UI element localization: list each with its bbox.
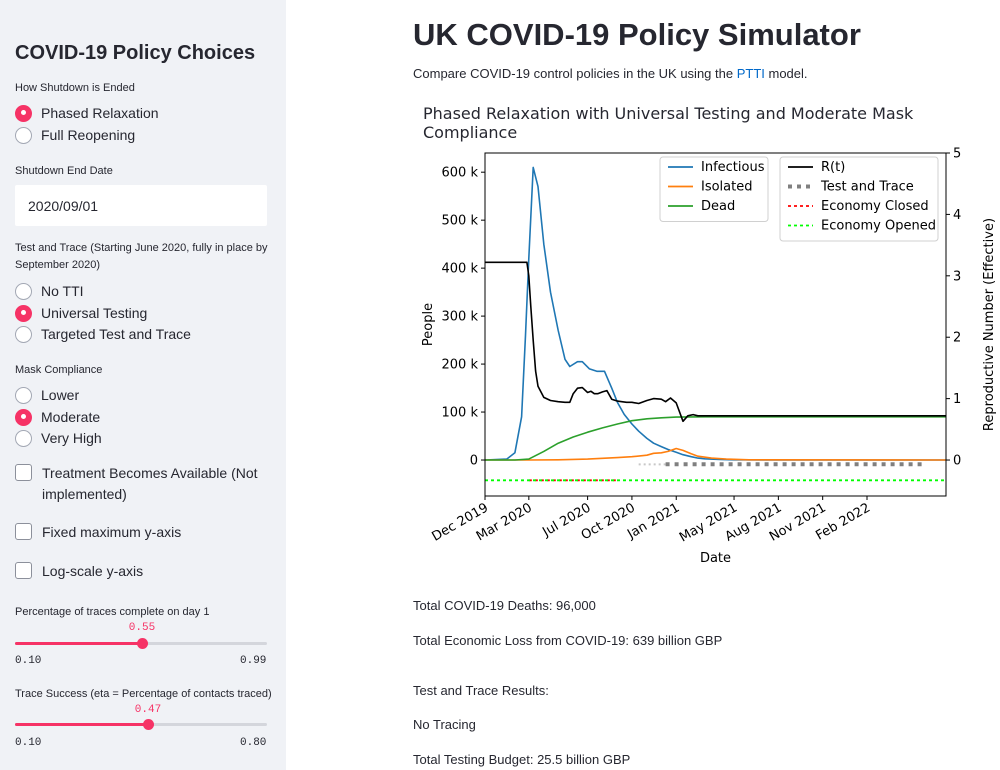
checkbox-fixed-y-axis[interactable]: Fixed maximum y-axis <box>15 522 181 543</box>
slider-trace-success-max: 0.80 <box>240 737 267 749</box>
y-tick-label: 0 <box>470 454 478 469</box>
shutdown-label: How Shutdown is Ended <box>15 82 135 94</box>
sidebar: COVID-19 Policy Choices How Shutdown is … <box>0 0 286 770</box>
economic-loss: Total Economic Loss from COVID-19: 639 b… <box>413 633 723 648</box>
radio-universal-testing[interactable]: Universal Testing <box>15 303 147 323</box>
radio-label: Very High <box>41 430 102 446</box>
ptti-link[interactable]: PTTI <box>736 66 765 81</box>
tracing-result: No Tracing <box>413 717 476 732</box>
slider-traces[interactable] <box>15 636 267 650</box>
tti-label: Test and Trace (Starting June 2020, full… <box>15 242 268 271</box>
radio-label: Moderate <box>41 409 101 425</box>
radio-mask-very-high[interactable]: Very High <box>15 428 102 448</box>
slider-trace-success-min: 0.10 <box>15 737 42 749</box>
y2-tick-label: 5 <box>953 147 961 162</box>
chart-legend: Infectious Isolated Dead R(t) Test and Trace… <box>659 156 939 242</box>
checkbox-label: Fixed maximum y-axis <box>42 524 182 540</box>
slider-traces-label: Percentage of traces complete on day 1 <box>15 606 210 618</box>
slider-trace-success-value: 0.47 <box>134 704 162 716</box>
legend-label: Economy Opened <box>821 219 936 234</box>
checkbox-treatment[interactable]: Treatment Becomes Available (Not impleme… <box>15 463 270 505</box>
intro-text: Compare COVID-19 control policies in the… <box>413 66 808 81</box>
radio-dot <box>15 126 32 144</box>
series-line-isolated <box>485 447 947 461</box>
page-title: UK COVID-19 Policy Simulator <box>413 17 861 52</box>
y-tick-label: 100 k <box>442 406 479 421</box>
slider-trace-success-label: Trace Success (eta = Percentage of conta… <box>15 688 272 700</box>
radio-dot-selected <box>15 408 32 426</box>
legend-box-right <box>779 156 939 242</box>
y2-tick-label: 2 <box>953 331 961 346</box>
legend-label: Infectious <box>701 160 765 175</box>
radio-mask-moderate[interactable]: Moderate <box>15 407 100 427</box>
slider-thumb[interactable] <box>136 638 148 649</box>
radio-full-reopening[interactable]: Full Reopening <box>15 125 135 145</box>
slider-fill <box>15 723 148 726</box>
checkbox-box <box>15 464 32 481</box>
y2-tick-label: 1 <box>953 392 961 407</box>
y2-tick-label: 4 <box>953 208 961 223</box>
end-date-input[interactable] <box>15 185 267 226</box>
legend-label: Test and Trace <box>820 180 914 195</box>
radio-dot-selected <box>15 304 32 322</box>
y-tick-label: 400 k <box>442 262 479 277</box>
y-tick-label: 200 k <box>442 358 479 373</box>
slider-trace-success[interactable] <box>15 717 267 731</box>
checkbox-log-scale[interactable]: Log-scale y-axis <box>15 561 143 582</box>
checkbox-box <box>15 523 32 540</box>
series-line-r-t- <box>485 261 946 423</box>
radio-label: Universal Testing <box>41 305 148 321</box>
checkbox-box <box>15 562 32 579</box>
y-axis-label: People <box>421 303 436 346</box>
slider-traces-value: 0.55 <box>128 622 156 634</box>
radio-dot <box>15 282 32 300</box>
y2-tick-label: 3 <box>953 269 961 284</box>
radio-label: Full Reopening <box>41 127 136 143</box>
radio-no-tti[interactable]: No TTI <box>15 281 84 301</box>
y2-axis-label: Reproductive Number (Effective) <box>982 218 997 431</box>
total-deaths: Total COVID-19 Deaths: 96,000 <box>413 598 596 613</box>
radio-dot <box>15 386 32 404</box>
legend-label: R(t) <box>821 160 845 175</box>
radio-label: Phased Relaxation <box>41 105 159 121</box>
end-date-label: Shutdown End Date <box>15 165 113 177</box>
testing-budget: Total Testing Budget: 25.5 billion GBP <box>413 752 631 767</box>
intro-prefix: Compare COVID-19 control policies in the… <box>413 66 737 81</box>
sidebar-title: COVID-19 Policy Choices <box>15 42 256 64</box>
y2-tick-label: 0 <box>953 454 961 469</box>
radio-label: No TTI <box>41 283 84 299</box>
legend-label: Isolated <box>701 180 753 195</box>
slider-fill <box>15 642 142 645</box>
legend-label: Dead <box>701 199 735 214</box>
checkbox-label: Log-scale y-axis <box>42 563 144 579</box>
series-line-infectious <box>484 166 946 461</box>
plot-area <box>484 166 947 482</box>
chart-title: Phased Relaxation with Universal Testing… <box>423 104 914 142</box>
radio-dot <box>15 429 32 447</box>
y-tick-label: 600 k <box>442 166 479 181</box>
radio-label: Targeted Test and Trace <box>41 326 191 342</box>
checkbox-label: Treatment Becomes Available (Not impleme… <box>42 465 258 502</box>
radio-mask-lower[interactable]: Lower <box>15 385 79 405</box>
intro-suffix: model. <box>764 66 808 81</box>
legend-label: Economy Closed <box>821 199 929 214</box>
plot-frame <box>484 152 947 497</box>
radio-dot-selected <box>15 104 32 122</box>
series-line-dead <box>485 415 946 461</box>
slider-thumb[interactable] <box>142 719 154 730</box>
radio-phased-relaxation[interactable]: Phased Relaxation <box>15 103 159 123</box>
mask-label: Mask Compliance <box>15 364 103 376</box>
slider-traces-min: 0.10 <box>15 655 42 667</box>
slider-traces-max: 0.99 <box>240 655 267 667</box>
test-trace-header: Test and Trace Results: <box>413 683 549 698</box>
radio-dot <box>15 325 32 343</box>
radio-label: Lower <box>41 387 80 403</box>
x-axis-label: Date <box>700 551 731 566</box>
y-tick-label: 300 k <box>442 310 479 325</box>
radio-targeted-test-trace[interactable]: Targeted Test and Trace <box>15 324 191 344</box>
y-tick-label: 500 k <box>442 214 479 229</box>
